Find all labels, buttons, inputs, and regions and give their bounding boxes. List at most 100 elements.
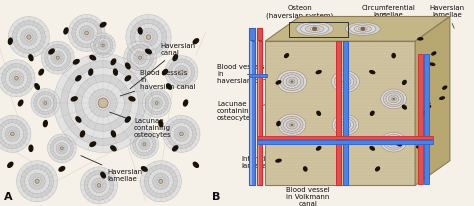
Ellipse shape (173, 55, 177, 61)
Circle shape (331, 71, 359, 92)
Circle shape (44, 102, 47, 104)
Circle shape (174, 126, 189, 141)
Ellipse shape (159, 121, 163, 127)
Ellipse shape (101, 172, 105, 178)
Circle shape (334, 73, 356, 90)
Circle shape (9, 130, 16, 138)
Ellipse shape (111, 59, 116, 65)
Ellipse shape (114, 69, 118, 75)
Text: Interstitial
lamellae: Interstitial lamellae (241, 152, 281, 169)
FancyBboxPatch shape (336, 41, 341, 185)
Circle shape (5, 67, 27, 89)
Ellipse shape (430, 63, 435, 65)
FancyBboxPatch shape (249, 74, 267, 77)
Ellipse shape (418, 38, 423, 40)
Ellipse shape (296, 22, 333, 36)
Circle shape (145, 91, 168, 115)
Circle shape (33, 177, 41, 185)
Ellipse shape (193, 162, 199, 167)
Circle shape (180, 70, 183, 74)
Ellipse shape (402, 80, 406, 84)
FancyBboxPatch shape (256, 140, 433, 144)
Ellipse shape (183, 100, 188, 106)
Circle shape (281, 116, 303, 133)
Text: Osteon
(haversian system): Osteon (haversian system) (266, 5, 334, 25)
Circle shape (291, 81, 293, 83)
Circle shape (10, 132, 14, 136)
Circle shape (343, 123, 348, 127)
Circle shape (344, 81, 347, 83)
Circle shape (84, 171, 114, 200)
Circle shape (1, 123, 24, 145)
Circle shape (392, 98, 395, 100)
Ellipse shape (163, 69, 167, 75)
Circle shape (155, 102, 158, 104)
Ellipse shape (427, 105, 430, 108)
FancyBboxPatch shape (249, 41, 255, 185)
Circle shape (85, 31, 89, 35)
Ellipse shape (417, 146, 421, 148)
Circle shape (51, 51, 64, 64)
Circle shape (130, 48, 150, 68)
Ellipse shape (44, 121, 47, 127)
Ellipse shape (397, 143, 401, 146)
Circle shape (143, 143, 146, 146)
Ellipse shape (316, 71, 321, 74)
Ellipse shape (301, 23, 328, 34)
Circle shape (43, 100, 48, 106)
Circle shape (0, 60, 35, 97)
Ellipse shape (100, 22, 106, 27)
Circle shape (56, 56, 59, 59)
Circle shape (170, 123, 192, 145)
Circle shape (1, 63, 31, 93)
Ellipse shape (129, 97, 135, 101)
Circle shape (289, 123, 295, 127)
Ellipse shape (35, 84, 39, 89)
Ellipse shape (350, 24, 376, 34)
Text: Blood vessel
in Volkmann
canal: Blood vessel in Volkmann canal (286, 170, 330, 206)
Ellipse shape (111, 131, 116, 137)
Ellipse shape (276, 81, 281, 84)
Circle shape (97, 184, 101, 187)
Polygon shape (265, 16, 450, 41)
Circle shape (361, 28, 365, 30)
Circle shape (337, 75, 354, 88)
Ellipse shape (443, 86, 447, 89)
Ellipse shape (370, 146, 374, 150)
Circle shape (96, 38, 110, 53)
FancyBboxPatch shape (256, 28, 263, 40)
FancyBboxPatch shape (249, 28, 255, 40)
Circle shape (144, 165, 177, 198)
Text: Circumferential
lamellae: Circumferential lamellae (361, 5, 415, 18)
Circle shape (20, 165, 54, 198)
Ellipse shape (193, 39, 199, 44)
Circle shape (17, 25, 41, 49)
Circle shape (178, 69, 185, 75)
Circle shape (100, 43, 106, 48)
Circle shape (180, 132, 183, 136)
Circle shape (0, 115, 31, 152)
Ellipse shape (89, 69, 92, 75)
Circle shape (91, 178, 106, 193)
Circle shape (81, 167, 118, 204)
Circle shape (392, 141, 395, 143)
Circle shape (151, 97, 163, 109)
Ellipse shape (81, 131, 84, 137)
Circle shape (25, 169, 49, 194)
Circle shape (144, 33, 153, 42)
Circle shape (82, 82, 124, 124)
Ellipse shape (29, 55, 33, 61)
Circle shape (332, 115, 359, 135)
Ellipse shape (146, 49, 151, 54)
Circle shape (54, 54, 153, 152)
Circle shape (68, 14, 105, 52)
Circle shape (159, 179, 163, 183)
Circle shape (136, 136, 153, 153)
Ellipse shape (9, 38, 12, 44)
Circle shape (55, 54, 61, 61)
Ellipse shape (392, 54, 395, 58)
Text: Blood vessels
in
haversian canal: Blood vessels in haversian canal (217, 64, 273, 84)
Circle shape (102, 44, 104, 47)
Ellipse shape (432, 52, 436, 55)
Circle shape (157, 177, 165, 185)
